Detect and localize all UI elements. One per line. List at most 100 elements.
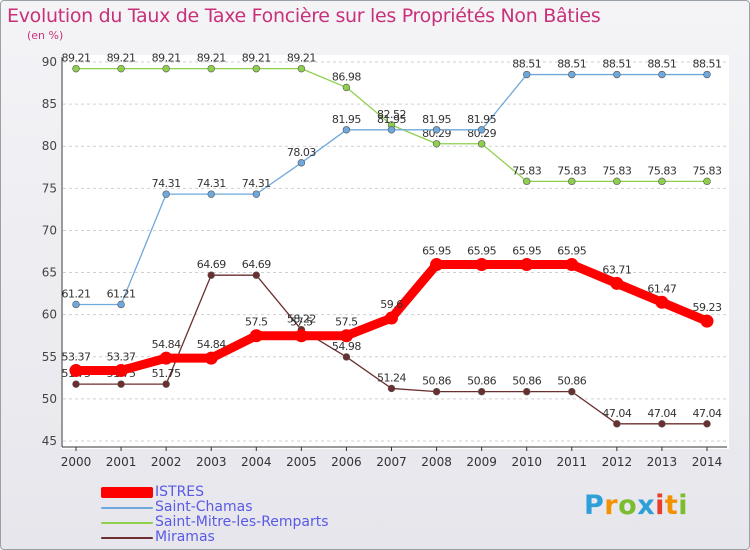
data-point-saint-mitre-les-remparts (703, 177, 711, 186)
data-point-saint-chamas (162, 190, 170, 198)
data-label-miramas: 50.86 (467, 375, 496, 388)
data-label-saint-chamas: 88.51 (693, 58, 722, 71)
data-label-istres: 59.6 (380, 298, 403, 311)
data-label-istres: 57.5 (290, 316, 313, 329)
data-point-saint-mitre-les-remparts (297, 64, 306, 73)
data-label-miramas: 47.04 (693, 407, 722, 420)
data-label-miramas: 64.69 (242, 258, 271, 271)
data-point-saint-mitre-les-remparts (432, 140, 441, 148)
data-point-istres (565, 258, 579, 272)
data-point-saint-chamas (117, 300, 125, 309)
data-point-istres (69, 364, 83, 378)
data-label-istres: 57.5 (245, 316, 268, 329)
data-point-saint-mitre-les-remparts (568, 177, 576, 186)
x-tick-label: 2010 (511, 455, 542, 469)
data-label-istres: 54.84 (152, 338, 181, 351)
chart-subtitle: (en %) (27, 29, 64, 42)
data-point-saint-chamas (703, 70, 711, 79)
data-label-miramas: 50.86 (512, 375, 541, 388)
data-label-saint-mitre-les-remparts: 82.52 (377, 108, 406, 121)
legend-swatch (101, 487, 153, 498)
data-label-istres: 65.95 (467, 245, 496, 258)
data-point-miramas (252, 271, 260, 279)
data-point-saint-mitre-les-remparts (342, 83, 351, 92)
data-point-saint-mitre-les-remparts (162, 64, 170, 73)
data-label-istres: 59.23 (693, 301, 722, 314)
data-label-saint-chamas: 78.03 (287, 146, 316, 159)
data-point-saint-chamas (568, 70, 576, 79)
x-tick-label: 2006 (331, 455, 362, 469)
x-tick-label: 2004 (241, 455, 272, 469)
data-point-miramas (162, 380, 170, 388)
data-label-saint-chamas: 88.51 (557, 58, 586, 71)
x-tick-label: 2002 (151, 455, 182, 469)
data-label-istres: 54.84 (197, 338, 226, 351)
data-point-istres (430, 258, 444, 272)
data-point-miramas (477, 387, 486, 396)
data-point-istres (204, 351, 218, 365)
data-label-saint-chamas: 61.21 (62, 287, 91, 300)
data-label-saint-chamas: 81.95 (422, 113, 451, 126)
legend-swatch (101, 521, 153, 524)
data-point-miramas (523, 387, 531, 396)
data-point-istres (294, 329, 308, 343)
data-label-miramas: 47.04 (602, 407, 631, 420)
legend-item-istres: ISTRES (101, 485, 329, 500)
data-point-saint-mitre-les-remparts (117, 64, 125, 73)
data-point-istres (159, 351, 173, 365)
data-point-istres (475, 258, 489, 272)
y-tick-label: 70 (42, 223, 57, 237)
data-label-saint-chamas: 61.21 (107, 287, 136, 300)
data-label-istres: 53.37 (107, 351, 136, 364)
data-point-saint-mitre-les-remparts (252, 64, 260, 73)
data-point-istres (520, 258, 534, 272)
data-point-saint-mitre-les-remparts (72, 64, 80, 73)
data-label-saint-mitre-les-remparts: 89.21 (62, 52, 91, 65)
data-point-istres (655, 295, 669, 309)
legend-label: Miramas (155, 529, 215, 545)
data-label-saint-mitre-les-remparts: 89.21 (152, 52, 181, 65)
data-point-saint-chamas (477, 126, 486, 134)
data-point-miramas (703, 420, 711, 428)
data-point-istres (114, 364, 128, 378)
data-label-saint-mitre-les-remparts: 89.21 (197, 52, 226, 65)
data-point-saint-chamas (252, 190, 260, 198)
data-point-saint-chamas (432, 126, 441, 134)
x-tick-label: 2014 (692, 455, 723, 469)
data-label-saint-mitre-les-remparts: 75.83 (602, 164, 631, 177)
data-label-saint-chamas: 88.51 (602, 58, 631, 71)
data-label-saint-mitre-les-remparts: 89.21 (242, 52, 271, 65)
data-label-saint-mitre-les-remparts: 75.83 (512, 164, 541, 177)
data-point-miramas (72, 380, 80, 388)
data-label-istres: 61.47 (647, 282, 676, 295)
data-label-saint-mitre-les-remparts: 89.21 (287, 52, 316, 65)
data-point-saint-chamas (658, 70, 666, 79)
legend-swatch (101, 506, 153, 509)
data-label-miramas: 51.24 (377, 371, 406, 384)
legend-item-saint-chamas: Saint-Chamas (101, 500, 329, 515)
y-tick-label: 90 (42, 55, 57, 69)
legend-swatch (101, 536, 153, 539)
data-label-saint-chamas: 88.51 (512, 58, 541, 71)
x-tick-label: 2009 (466, 455, 497, 469)
data-label-miramas: 50.86 (557, 375, 586, 388)
data-point-saint-chamas (342, 126, 351, 134)
legend-label: ISTRES (155, 484, 205, 500)
y-tick-label: 65 (42, 266, 57, 280)
data-label-istres: 65.95 (422, 245, 451, 258)
data-point-miramas (432, 387, 441, 396)
data-point-miramas (387, 384, 396, 393)
data-point-saint-mitre-les-remparts (477, 140, 486, 148)
x-tick-label: 2013 (647, 455, 678, 469)
data-label-saint-mitre-les-remparts: 75.83 (557, 164, 586, 177)
legend-label: Saint-Chamas (155, 499, 253, 515)
data-label-istres: 65.95 (512, 245, 541, 258)
data-label-saint-chamas: 81.95 (467, 113, 496, 126)
data-label-saint-chamas: 81.95 (377, 113, 406, 126)
data-point-istres (339, 329, 353, 343)
y-tick-label: 80 (42, 139, 57, 153)
data-point-saint-mitre-les-remparts (613, 177, 621, 186)
data-point-istres (249, 329, 263, 343)
